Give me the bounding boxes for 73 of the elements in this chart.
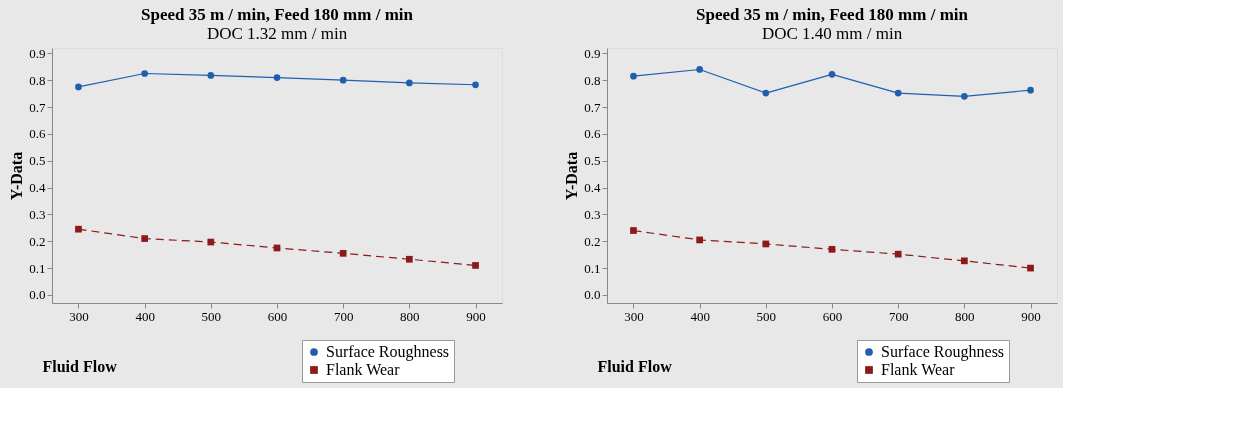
point xyxy=(75,225,82,233)
point xyxy=(961,92,968,100)
point xyxy=(472,81,479,89)
point xyxy=(141,235,148,242)
x-tick-label: 400 xyxy=(690,308,710,324)
point xyxy=(894,250,902,258)
point xyxy=(696,66,703,73)
x-tick-label: 500 xyxy=(201,308,222,324)
legend-label: Surface Roughness xyxy=(881,343,1005,361)
point xyxy=(472,262,479,269)
legend-label: Flank Wear xyxy=(881,361,956,378)
point xyxy=(630,72,637,80)
point xyxy=(762,240,770,248)
x-tick-label: 700 xyxy=(888,308,909,324)
chart-subtitle: DOC 1.32 mm / min xyxy=(206,24,348,44)
x-tick-label: 500 xyxy=(756,308,777,324)
y-tick-label: 0.1 xyxy=(584,260,601,276)
y-tick-label: 0.9 xyxy=(29,45,46,61)
y-tick-label: 0.1 xyxy=(29,260,46,276)
x-tick-label: 800 xyxy=(955,308,975,324)
x-tick-label: 400 xyxy=(135,308,155,324)
point xyxy=(630,227,637,234)
x-tick-label: 300 xyxy=(69,308,89,324)
x-axis-title: Fluid Flow xyxy=(597,357,673,375)
x-tick-label: 800 xyxy=(400,308,420,324)
point xyxy=(273,74,281,81)
point xyxy=(207,72,215,79)
y-axis-title: Y-Data xyxy=(8,151,26,201)
point xyxy=(141,70,148,77)
y-tick-label: 0.5 xyxy=(29,153,46,169)
point xyxy=(207,238,215,246)
chart-title: Speed 35 m / min, Feed 180 mm / min xyxy=(696,5,969,25)
point xyxy=(339,76,347,84)
point xyxy=(894,89,902,97)
point xyxy=(696,236,703,244)
point xyxy=(828,245,836,253)
y-tick-label: 0.8 xyxy=(29,72,46,88)
y-tick-label: 0.2 xyxy=(29,233,46,249)
point xyxy=(762,89,770,97)
y-tick-label: 0.5 xyxy=(584,153,601,169)
y-tick-label: 0.3 xyxy=(29,206,46,222)
y-axis-title: Y-Data xyxy=(563,151,581,201)
x-tick-label: 600 xyxy=(267,308,288,324)
chart-subtitle: DOC 1.40 mm / min xyxy=(761,24,903,44)
y-tick-label: 0.0 xyxy=(29,287,46,303)
point xyxy=(1027,86,1034,94)
x-tick-label: 900 xyxy=(466,308,486,324)
y-tick-label: 0.7 xyxy=(584,99,601,115)
x-tick-label: 300 xyxy=(624,308,644,324)
x-axis-title: Fluid Flow xyxy=(42,357,118,375)
y-tick-label: 0.6 xyxy=(29,126,46,142)
point xyxy=(1027,264,1034,272)
chart-title: Speed 35 m / min, Feed 180 mm / min xyxy=(141,5,414,25)
x-tick-label: 700 xyxy=(333,308,354,324)
y-tick-label: 0.4 xyxy=(584,180,601,196)
point xyxy=(961,257,968,265)
point xyxy=(406,79,413,87)
y-tick-label: 0.6 xyxy=(584,126,601,142)
y-tick-label: 0.7 xyxy=(29,99,46,115)
y-tick-label: 0.4 xyxy=(29,180,46,196)
point xyxy=(828,70,836,78)
point xyxy=(406,255,413,263)
legend-label: Surface Roughness xyxy=(326,343,450,361)
y-tick-label: 0.9 xyxy=(584,45,601,61)
point xyxy=(339,249,347,257)
y-tick-label: 0.3 xyxy=(584,206,601,222)
x-tick-label: 900 xyxy=(1021,308,1041,324)
y-tick-label: 0.2 xyxy=(584,233,601,249)
point xyxy=(75,83,82,91)
y-tick-label: 0.0 xyxy=(584,287,601,303)
legend-label: Flank Wear xyxy=(326,361,401,378)
y-tick-label: 0.8 xyxy=(584,72,601,88)
x-tick-label: 600 xyxy=(822,308,843,324)
